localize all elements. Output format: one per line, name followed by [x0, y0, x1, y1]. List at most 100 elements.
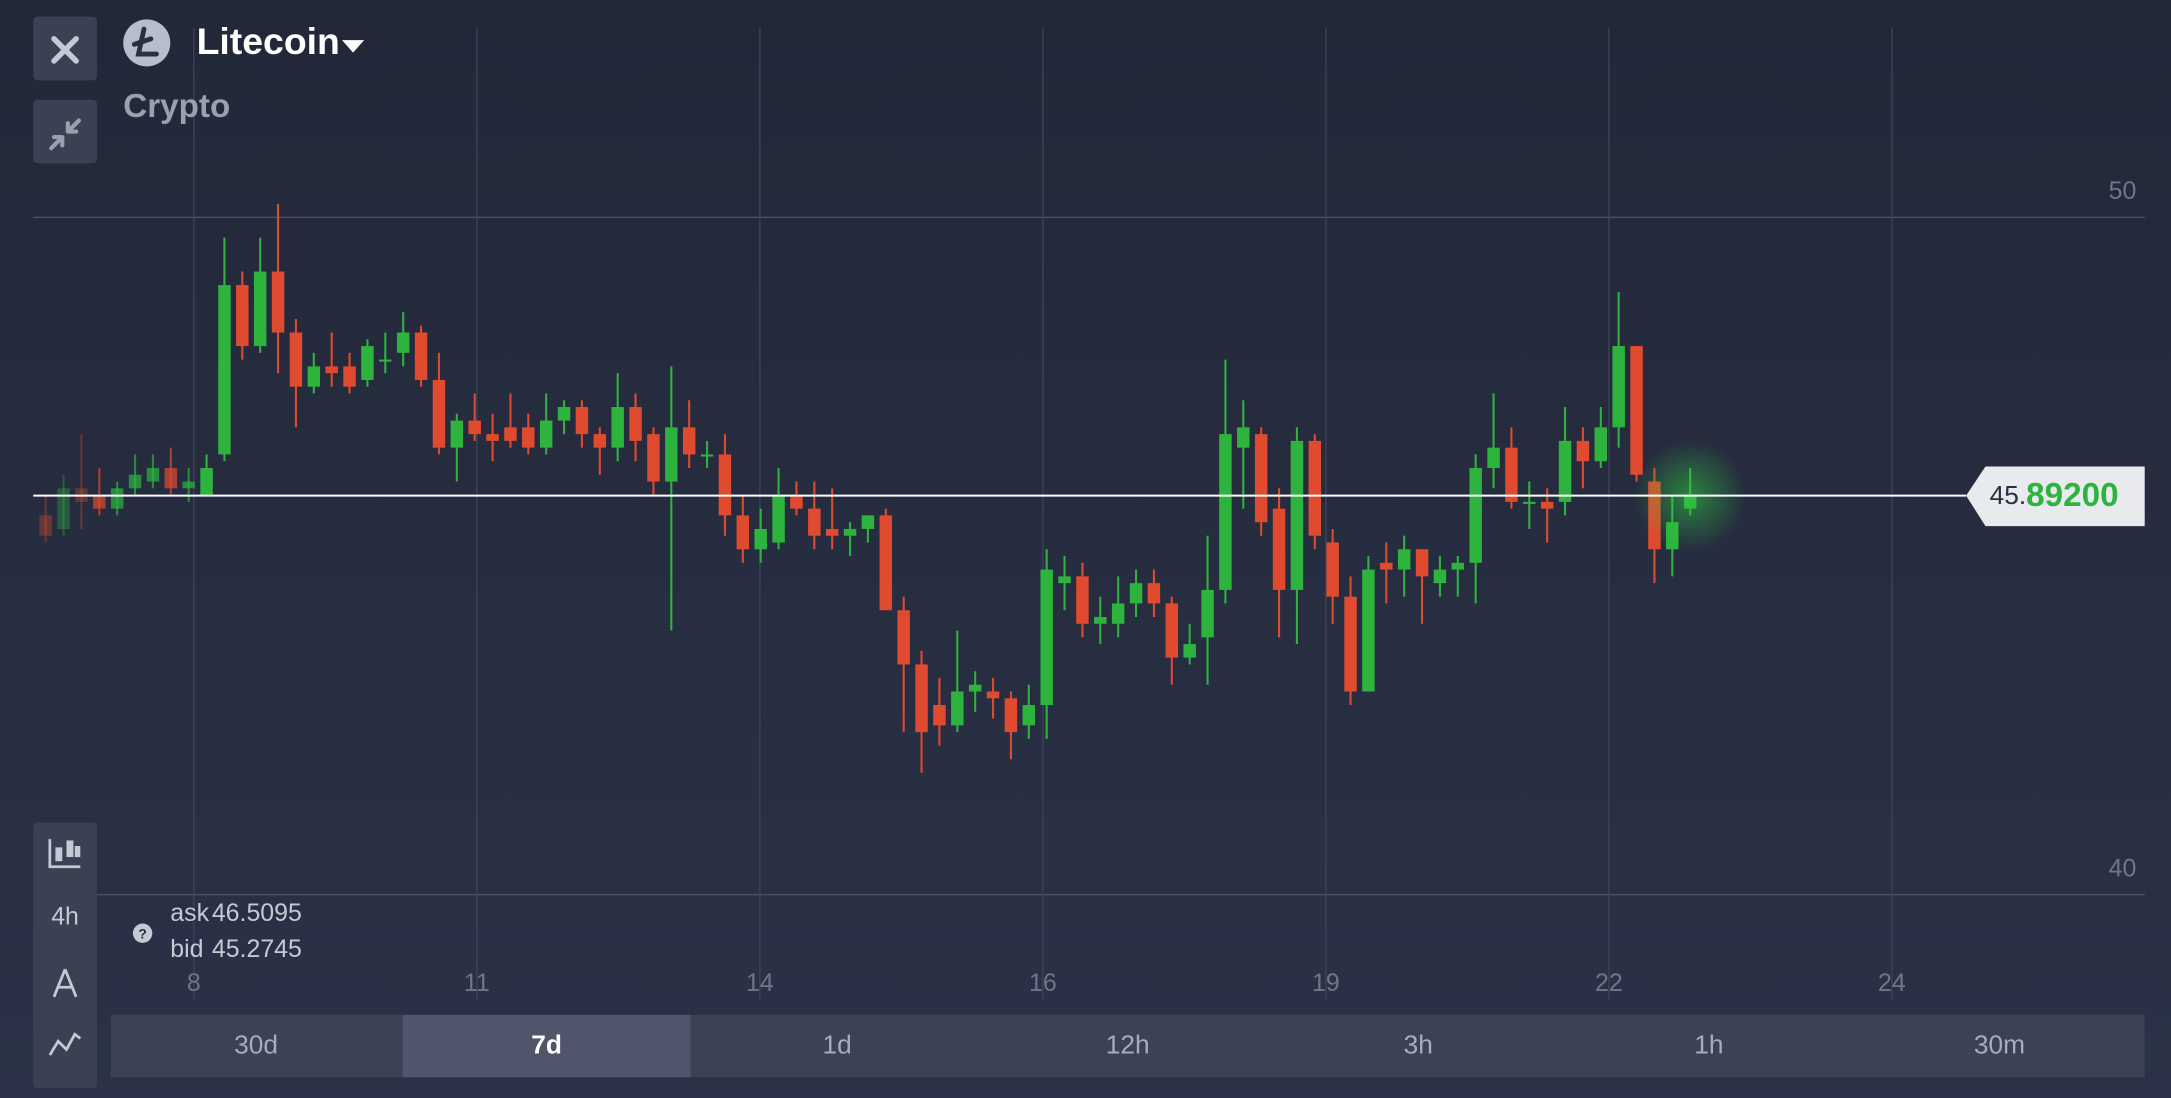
candle-body: [539, 420, 553, 448]
candle-body: [647, 434, 660, 482]
candle-body: [1290, 440, 1304, 590]
x-tick-label: 19: [1312, 969, 1340, 997]
candle-body: [915, 664, 928, 733]
candle-body: [1433, 569, 1447, 584]
timeframe-button[interactable]: 1h: [1694, 1030, 1723, 1060]
candle-body: [486, 434, 499, 441]
candle-body: [986, 691, 1000, 699]
candle-body: [414, 332, 428, 380]
candle-body: [754, 528, 767, 550]
candle-body: [1576, 440, 1590, 462]
candle-body: [325, 366, 338, 374]
minimize-button[interactable]: [33, 99, 97, 164]
candle-body: [1237, 427, 1250, 448]
candle-body: [128, 474, 142, 489]
candle-body: [1362, 569, 1375, 692]
candle-body: [1022, 705, 1036, 726]
candle-body: [396, 332, 410, 353]
candle-body: [432, 379, 446, 448]
candle-body: [1540, 501, 1554, 509]
candle-body: [1487, 447, 1500, 468]
x-tick-label: 16: [1029, 969, 1057, 997]
candle-body: [1505, 447, 1518, 502]
candle-body: [504, 427, 517, 441]
candle-body: [700, 454, 714, 457]
chart-type-button[interactable]: [48, 839, 81, 869]
candle-body: [307, 366, 321, 387]
grid: 40 50 8 11 14 16 19 22 24: [33, 27, 2145, 1000]
candle-body: [1523, 501, 1536, 504]
overlay: 45.89200: [33, 440, 2145, 552]
y-tick-label: 40: [2109, 854, 2137, 882]
candle-body: [253, 271, 267, 347]
candle-body: [343, 366, 356, 387]
candle-body: [522, 427, 535, 448]
bid-value: 45.2745: [212, 934, 302, 962]
candle-body: [164, 467, 178, 489]
timeframe-button[interactable]: 1d: [823, 1030, 852, 1060]
candle-body: [379, 359, 392, 362]
candle-body: [361, 346, 374, 380]
asset-title[interactable]: Litecoin: [197, 20, 340, 62]
candle-body: [736, 515, 750, 550]
dropdown-arrow[interactable]: [341, 40, 365, 53]
timeframe-button[interactable]: 12h: [1106, 1030, 1150, 1060]
candle-body: [1058, 576, 1071, 584]
interval-button[interactable]: 4h: [51, 903, 79, 931]
candle-body: [200, 467, 213, 496]
candle-body: [1558, 440, 1572, 502]
candle-body: [1094, 616, 1107, 624]
price-tag: [1966, 466, 2145, 527]
x-tick-label: 14: [746, 969, 774, 997]
candle-body: [1344, 596, 1357, 692]
candle-body: [57, 488, 70, 529]
candle-body: [879, 515, 893, 611]
candle-body: [450, 420, 464, 448]
candle-body: [718, 454, 732, 516]
candle-body: [951, 691, 964, 726]
candle-body: [1397, 549, 1411, 570]
candle-body: [611, 407, 624, 448]
candle-body: [1272, 508, 1286, 590]
candle-body: [271, 271, 285, 333]
ask-quote: ask 46.5095: [170, 898, 302, 926]
help-icon[interactable]: ?: [132, 923, 153, 943]
x-tick-label: 11: [464, 969, 490, 997]
candle-body: [593, 434, 607, 448]
x-tick-label: 24: [1878, 969, 1906, 997]
candle-body: [39, 515, 52, 536]
candle-body: [1129, 583, 1143, 604]
candle-body: [1004, 698, 1018, 733]
current-price-label: 45.89200: [1990, 477, 2119, 514]
timeframe-button[interactable]: 3h: [1404, 1030, 1433, 1060]
close-button[interactable]: [33, 16, 97, 81]
candle-body: [93, 495, 106, 509]
indicator-button[interactable]: [48, 1032, 82, 1056]
candle-body: [665, 427, 678, 482]
x-tick-label: 8: [187, 969, 201, 997]
price-frac: 89200: [2026, 477, 2118, 514]
candle-body: [146, 467, 160, 482]
candle-body: [1219, 434, 1232, 590]
x-tick-label: 22: [1595, 969, 1623, 997]
candle-body: [861, 515, 875, 529]
candle-body: [1451, 562, 1465, 570]
candle-body: [1111, 603, 1125, 624]
timeframe-buttons: 30d 7d 1d 12h 3h 1h 30m: [234, 1014, 2025, 1078]
candle-body: [1630, 346, 1643, 475]
candle-body: [236, 285, 249, 347]
timeframe-button[interactable]: 7d: [531, 1030, 562, 1060]
drawing-tool-button[interactable]: [52, 968, 78, 998]
candle-body: [1594, 427, 1608, 462]
candle-body: [1147, 583, 1161, 604]
candle-body: [1076, 576, 1089, 624]
timeframe-button[interactable]: 30d: [234, 1030, 278, 1060]
timeframe-button[interactable]: 30m: [1974, 1030, 2025, 1060]
candle-body: [1040, 569, 1053, 706]
candle-body: [968, 684, 982, 692]
candle-body: [1183, 644, 1196, 658]
candle-body: [808, 508, 821, 536]
